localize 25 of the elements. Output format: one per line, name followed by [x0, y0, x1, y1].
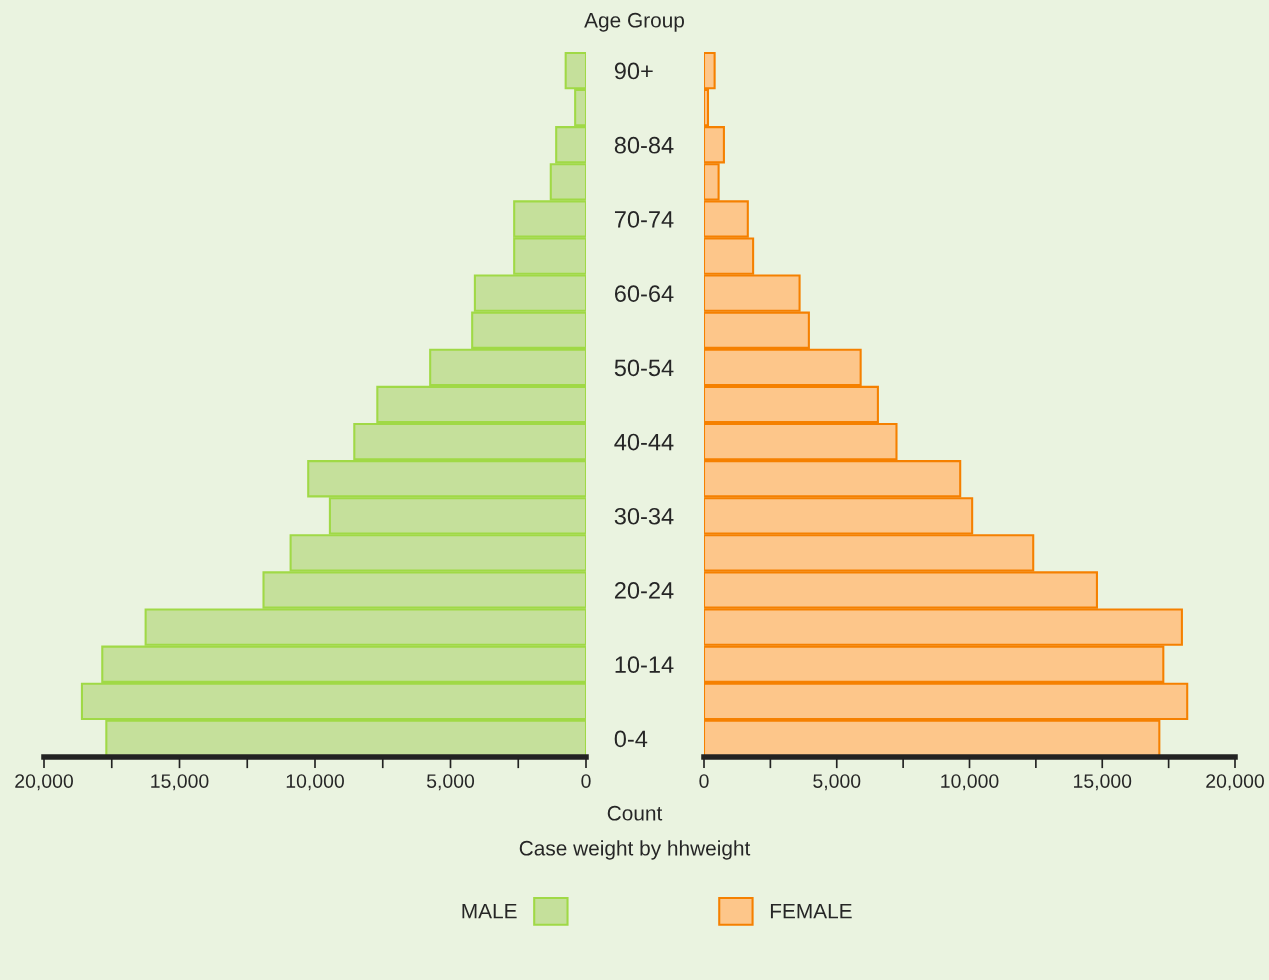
x-tick-label: 15,000	[1074, 774, 1132, 791]
y-tick-label: 60-64	[614, 285, 674, 302]
x-tick-label: 10,000	[286, 774, 344, 791]
x-tick-label: 0	[699, 774, 709, 788]
y-tick-label: 70-74	[614, 211, 674, 228]
legend-label: MALE	[462, 903, 517, 919]
y-tick-label: 10-14	[615, 656, 674, 674]
x-axis-title: Count	[607, 805, 663, 821]
x-tick-label: 10,000	[941, 774, 999, 791]
x-tick-label: 20,000	[15, 774, 73, 791]
y-tick-label: 50-54	[614, 359, 674, 377]
legend-label: FEMALE	[770, 903, 852, 919]
y-tick-label: 20-24	[614, 582, 674, 599]
y-tick-label: 0-4	[614, 730, 648, 748]
x-tick-label: 20,000	[1206, 774, 1264, 791]
y-tick-label: 40-44	[614, 433, 674, 451]
x-tick-label: 5,000	[813, 774, 861, 791]
y-tick-label: 90+	[614, 62, 653, 80]
x-tick-label: 0	[581, 774, 591, 788]
text: Case weight by hhweight	[519, 840, 751, 860]
x-tick-label: 5,000	[426, 774, 475, 791]
y-tick-label: 30-34	[614, 507, 674, 525]
y-tick-label: 80-84	[614, 136, 674, 154]
text: Age Group	[584, 12, 685, 32]
x-tick-label: 15,000	[151, 774, 209, 791]
